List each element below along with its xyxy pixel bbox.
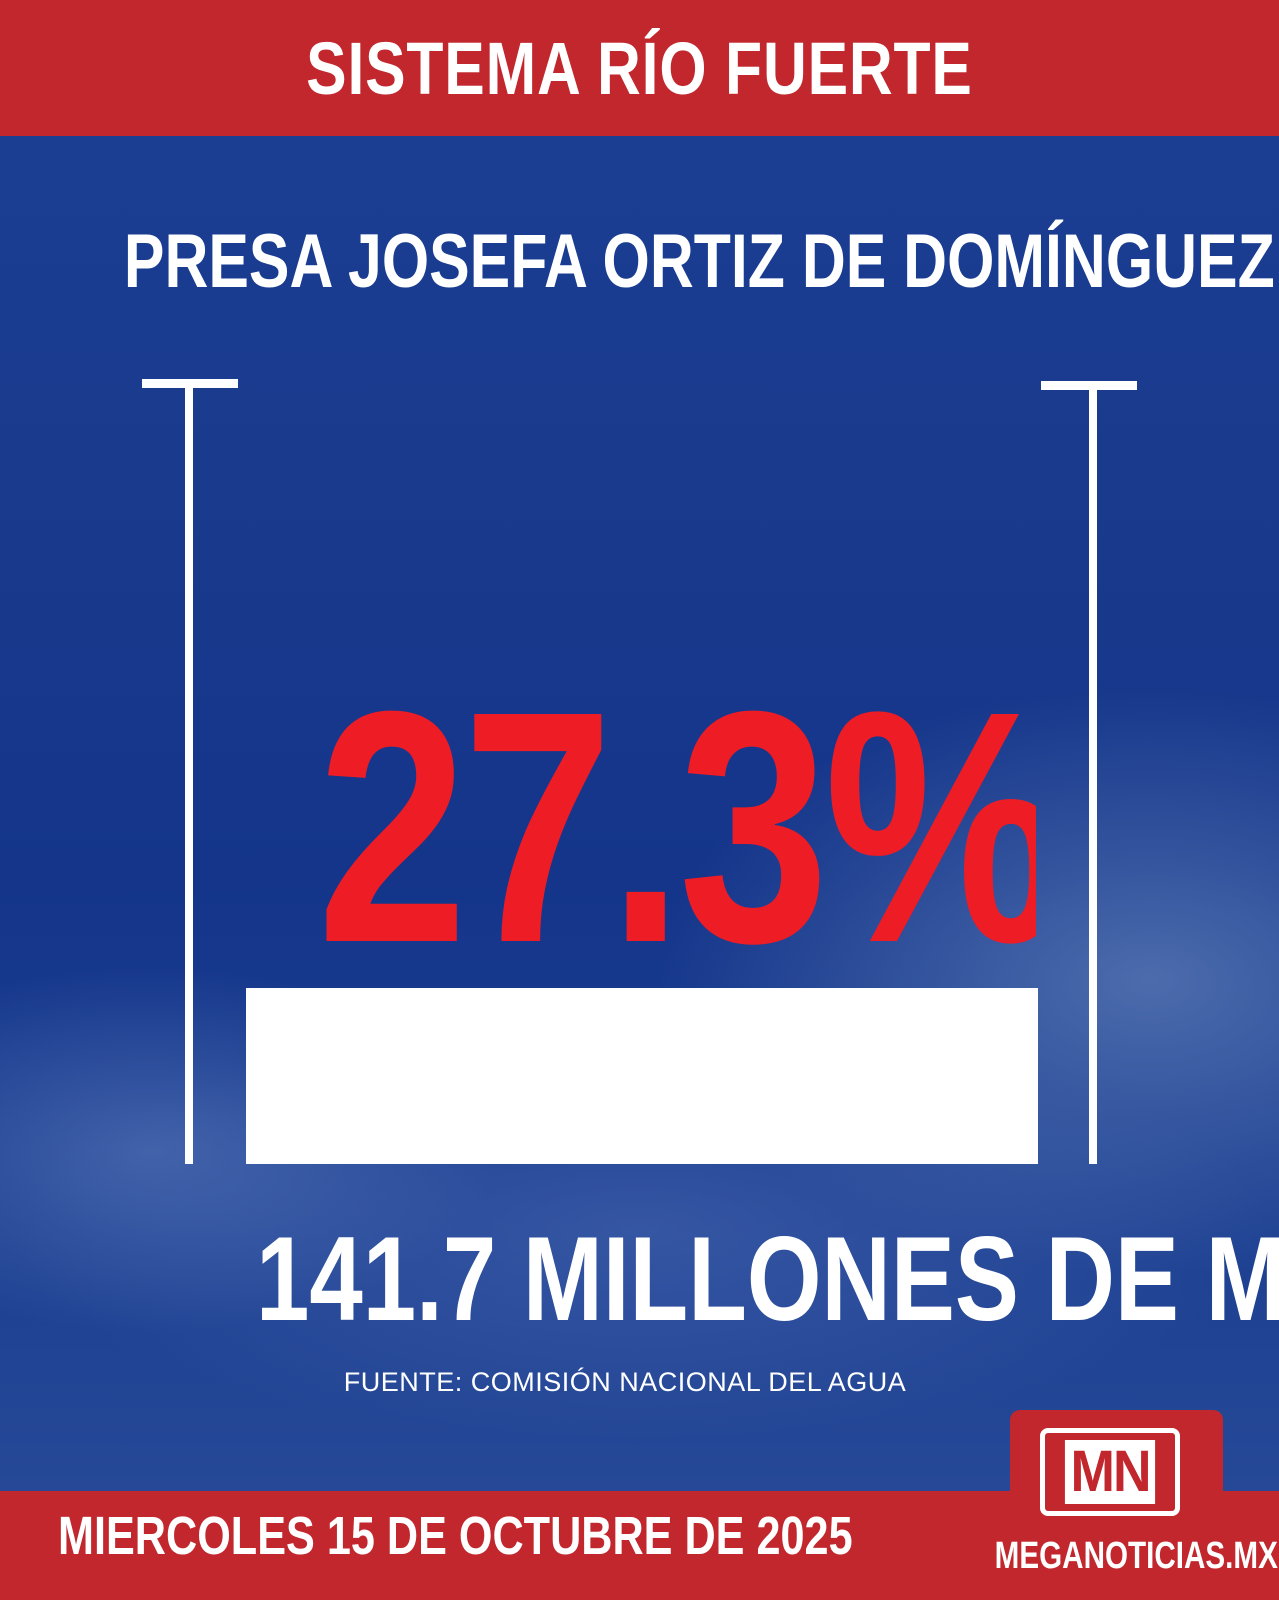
percent-wrap: 27.3% xyxy=(246,700,1036,990)
site-name: MEGANOTICIAS.MX xyxy=(994,1535,1278,1577)
level-gauge-fill xyxy=(246,988,1038,1164)
system-title: SISTEMA RÍO FUERTE xyxy=(306,26,973,110)
date-label: MIERCOLES 15 DE OCTUBRE DE 2025 xyxy=(58,1506,853,1566)
dam-name: PRESA JOSEFA ORTIZ DE DOMÍNGUEZ xyxy=(123,219,1275,304)
right-bracket-line xyxy=(1089,381,1097,1164)
logo-text: MN xyxy=(1064,1440,1156,1504)
left-bracket-line xyxy=(185,379,193,1164)
mn-logo-icon: MN xyxy=(1040,1428,1180,1516)
volume-label: 141.7 MILLONES DE M3 xyxy=(256,1210,1279,1348)
percent-value: 27.3% xyxy=(317,700,1036,990)
volume-text: 141.7 MILLONES DE M xyxy=(256,1212,1279,1346)
source-note: FUENTE: COMISIÓN NACIONAL DEL AGUA xyxy=(343,1367,907,1397)
level-gauge xyxy=(246,988,1038,1164)
header-band: SISTEMA RÍO FUERTE xyxy=(0,0,1279,136)
